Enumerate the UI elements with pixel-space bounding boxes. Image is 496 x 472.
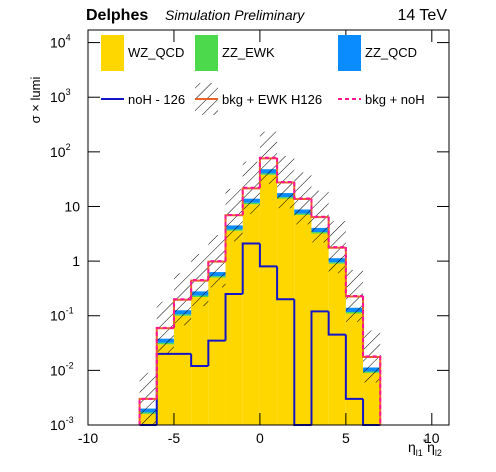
stack-bar bbox=[277, 198, 295, 425]
x-tick-label: -5 bbox=[168, 430, 181, 446]
step-line bbox=[172, 298, 192, 328]
y-tick-exp: 2 bbox=[66, 142, 71, 152]
x-tick-label: 5 bbox=[342, 430, 350, 446]
y-tick-label: 10-2 bbox=[50, 360, 74, 378]
step-line bbox=[327, 216, 346, 249]
stack-bar bbox=[225, 230, 243, 425]
step-line bbox=[276, 266, 295, 301]
y-tick-label: 102 bbox=[50, 142, 71, 160]
x-tick-label: 10 bbox=[424, 430, 440, 446]
step-line bbox=[190, 279, 209, 300]
y-axis-label: σ × lumi bbox=[28, 77, 43, 124]
legend-label: WZ_QCD bbox=[128, 45, 184, 60]
stack-bar bbox=[259, 174, 278, 425]
legend-label: noH - 126 bbox=[128, 92, 185, 107]
subtitle: Simulation Preliminary bbox=[165, 7, 305, 23]
step-line bbox=[344, 247, 364, 297]
legend-swatch bbox=[101, 35, 124, 71]
legend-label: ZZ_QCD bbox=[365, 45, 417, 60]
y-tick-exp: -3 bbox=[66, 415, 74, 425]
x-label-part: η bbox=[427, 439, 435, 455]
step-line bbox=[224, 293, 243, 341]
step-line bbox=[207, 339, 226, 367]
step-line bbox=[155, 326, 174, 399]
brand: Delphes bbox=[86, 7, 148, 24]
frame bbox=[87, 29, 450, 426]
step-line bbox=[276, 157, 295, 184]
y-tick-base: 10 bbox=[50, 89, 66, 105]
step-line bbox=[327, 311, 346, 336]
stack-bar bbox=[156, 344, 174, 425]
y-tick-base: 10 bbox=[50, 35, 66, 51]
x-label-part: l2 bbox=[435, 448, 442, 458]
step-line bbox=[258, 243, 278, 268]
energy: 14 TeV bbox=[397, 7, 447, 24]
y-tick-base: 10 bbox=[50, 417, 66, 433]
legend-swatch bbox=[195, 35, 218, 71]
x-label-part: * bbox=[423, 437, 428, 449]
step-line bbox=[138, 397, 157, 425]
y-tick-exp: -1 bbox=[66, 306, 74, 316]
y-tick-label: 104 bbox=[50, 33, 71, 51]
y-tick-base: 10 bbox=[50, 308, 66, 324]
y-tick-label: 10-3 bbox=[50, 415, 74, 433]
stack-bar bbox=[294, 214, 312, 425]
stack-bar bbox=[208, 277, 226, 425]
step-line bbox=[293, 182, 312, 200]
y-tick-exp: 3 bbox=[66, 87, 71, 97]
step-line bbox=[207, 260, 226, 281]
step-line bbox=[258, 156, 278, 188]
x-tick-label: -10 bbox=[78, 430, 98, 446]
stack-bar bbox=[173, 315, 192, 425]
step-line bbox=[344, 334, 364, 400]
stack-bar bbox=[328, 263, 346, 425]
legend-label: bkg + EWK H126 bbox=[222, 92, 322, 107]
legend-label: bkg + noH bbox=[365, 92, 425, 107]
x-axis-label: ηl1*ηl2 bbox=[408, 437, 442, 458]
step-line bbox=[241, 242, 260, 294]
y-tick-exp: 4 bbox=[66, 33, 71, 43]
x-label-part: l1 bbox=[416, 448, 423, 458]
legend-label: ZZ_EWK bbox=[222, 45, 275, 60]
y-tick-label: 10-1 bbox=[50, 306, 74, 324]
stack-bar bbox=[363, 372, 381, 425]
y-tick-label: 103 bbox=[50, 87, 71, 105]
y-tick-label: 10 bbox=[64, 198, 80, 214]
step-line bbox=[241, 186, 260, 215]
stack-bar bbox=[345, 313, 364, 425]
stack-bar bbox=[191, 297, 209, 425]
y-tick-base: 10 bbox=[50, 144, 66, 160]
step-line bbox=[190, 353, 209, 368]
y-tick-label: 1 bbox=[72, 253, 80, 269]
y-tick-base: 10 bbox=[50, 362, 66, 378]
y-tick-exp: -2 bbox=[66, 360, 74, 370]
legend-swatch bbox=[338, 35, 361, 71]
stack-bar bbox=[242, 204, 260, 425]
step-line bbox=[310, 198, 329, 218]
step-line bbox=[362, 295, 382, 425]
x-tick-label: 0 bbox=[256, 430, 264, 446]
step-line bbox=[310, 310, 329, 425]
step-line bbox=[224, 213, 243, 262]
stack-bar bbox=[311, 233, 329, 425]
x-label-part: η bbox=[408, 439, 416, 455]
